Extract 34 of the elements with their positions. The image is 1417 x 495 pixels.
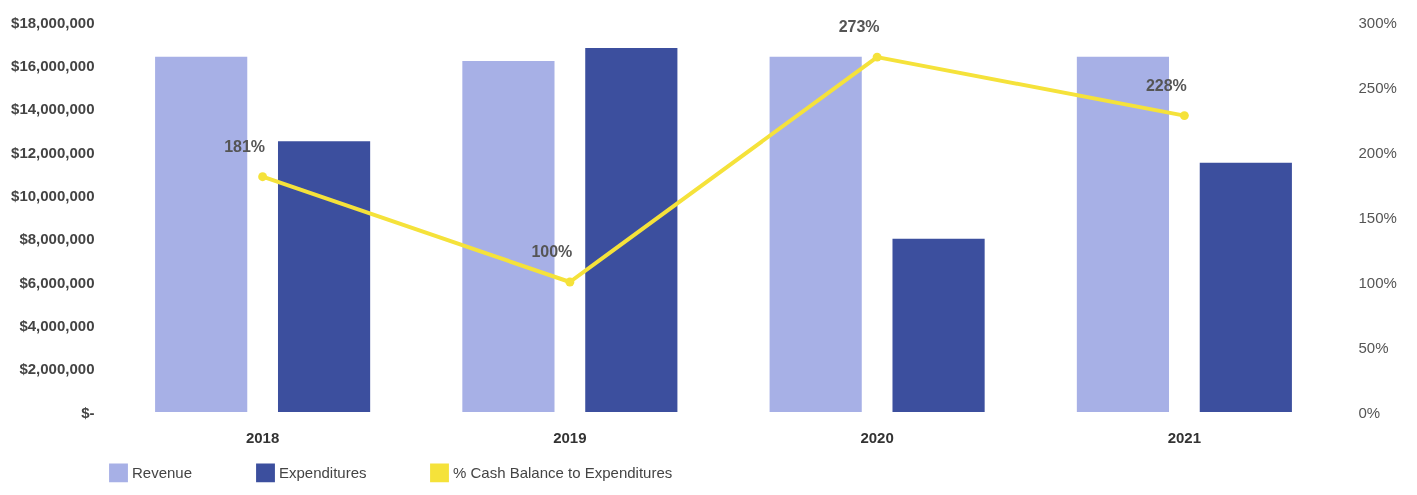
data-label: 273%	[838, 18, 880, 36]
x-tick-label: 2018	[245, 428, 280, 446]
y-tick-label: $8,000,000	[19, 230, 95, 248]
y-tick-label: $18,000,000	[11, 13, 95, 31]
x-tick-label: 2019	[553, 428, 587, 446]
point	[1179, 111, 1189, 121]
legend-label: % Cash Balance to Expenditures	[453, 463, 673, 481]
legend-label: Revenue	[132, 463, 193, 481]
y2-tick-label: 300%	[1358, 13, 1397, 31]
y2-tick-label: 150%	[1358, 208, 1397, 226]
x-tick-label: 2021	[1167, 428, 1202, 446]
bar	[1199, 162, 1292, 412]
legend-label: Expenditures	[279, 463, 367, 481]
y-tick-label: $2,000,000	[19, 360, 95, 378]
y2-tick-label: 0%	[1358, 403, 1381, 421]
y2-tick-label: 100%	[1358, 273, 1397, 291]
bar	[277, 141, 371, 412]
y-tick-label: $10,000,000	[11, 186, 95, 204]
y2-tick-label: 200%	[1358, 143, 1397, 161]
x-tick-label: 2020	[860, 428, 894, 446]
y-tick-label: $16,000,000	[11, 56, 95, 74]
y-tick-label: $12,000,000	[11, 143, 95, 161]
y2-tick-label: 250%	[1358, 78, 1397, 96]
y-tick-label: $6,000,000	[19, 273, 95, 291]
point	[872, 52, 882, 62]
bar	[585, 48, 678, 412]
y2-tick-label: 50%	[1358, 338, 1389, 356]
y-tick-label: $4,000,000	[19, 316, 95, 334]
bar	[892, 238, 985, 412]
point	[565, 277, 575, 287]
y-tick-label: $-	[81, 403, 95, 421]
y-tick-label: $14,000,000	[11, 100, 95, 118]
point	[258, 172, 268, 182]
bar	[769, 56, 862, 412]
